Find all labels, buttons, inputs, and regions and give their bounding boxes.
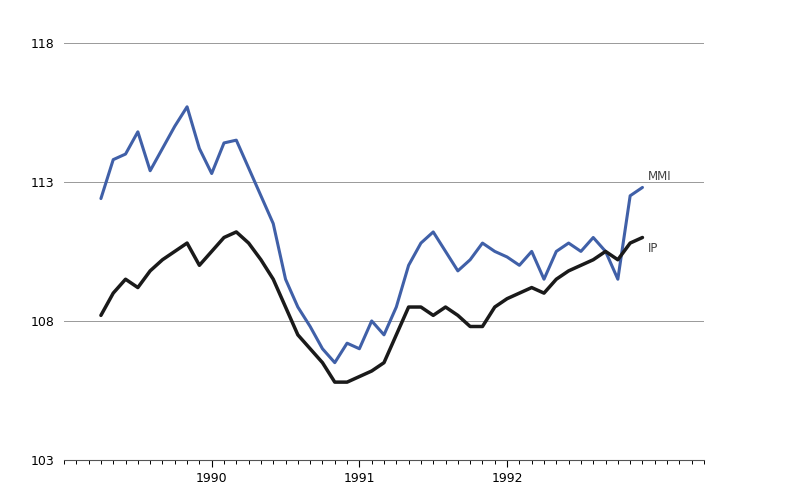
Text: MMI: MMI [648,170,672,183]
Text: IP: IP [648,242,658,254]
